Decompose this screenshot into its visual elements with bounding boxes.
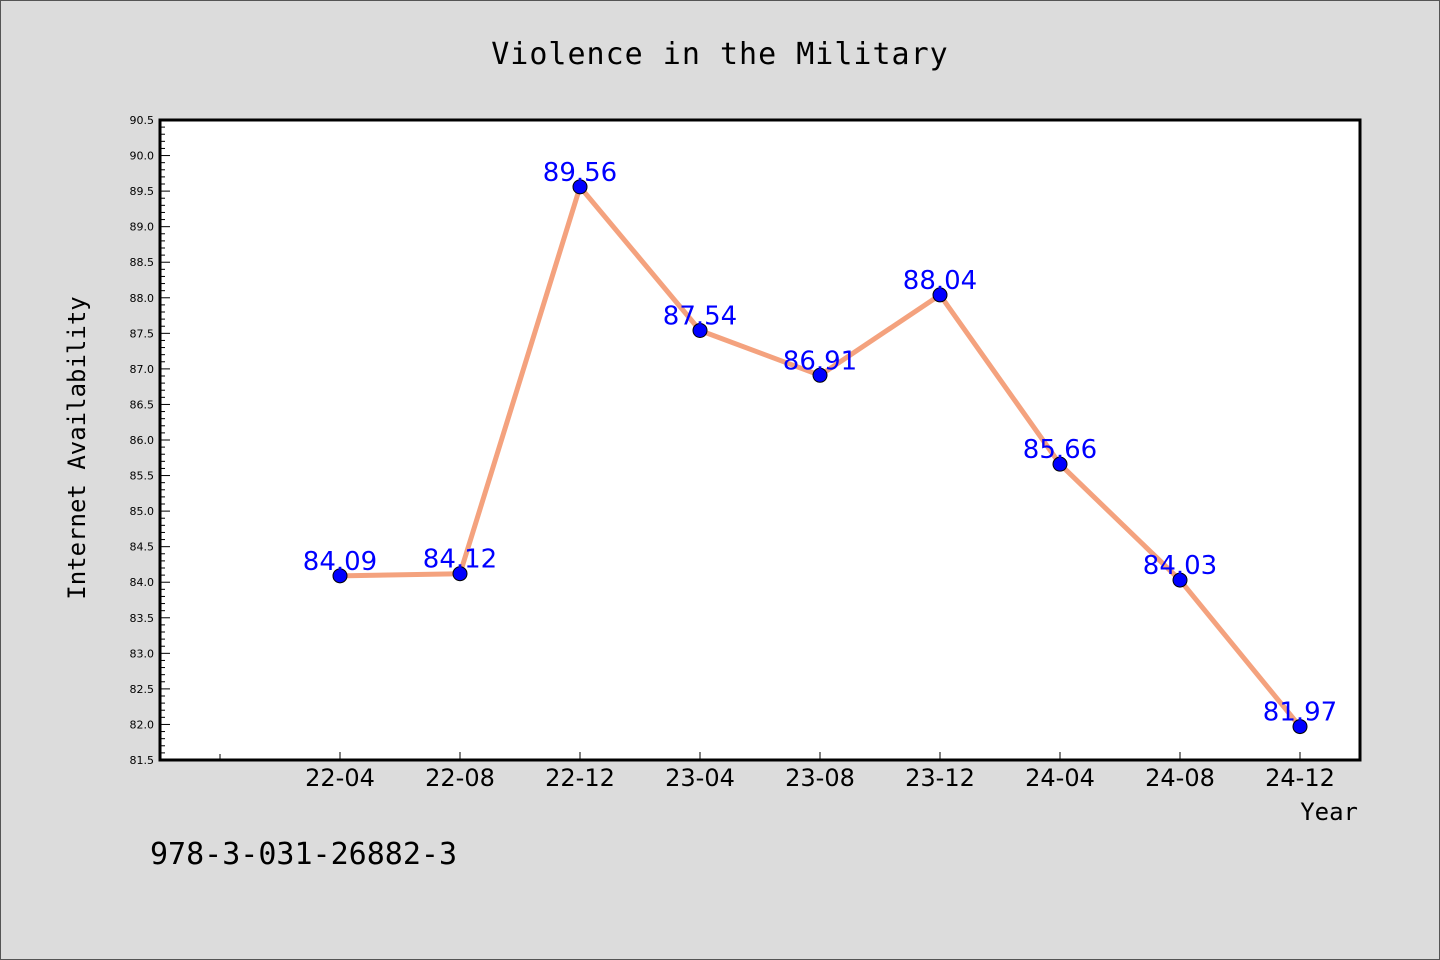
x-tick-label: 22-04 bbox=[305, 764, 375, 792]
data-point bbox=[332, 568, 348, 584]
y-tick-label: 85.0 bbox=[130, 505, 155, 518]
x-tick-label: 23-08 bbox=[785, 764, 855, 792]
data-label: 84.12 bbox=[423, 545, 497, 575]
y-axis: 81.5 82.0 82.5 83.0 83.5 84.0 84.5 85.0 85.5 86.0… bbox=[130, 114, 170, 767]
data-point bbox=[452, 566, 468, 582]
y-tick-label: 81.5 bbox=[130, 754, 155, 767]
x-tick-label: 22-12 bbox=[545, 764, 615, 792]
data-point bbox=[572, 179, 588, 195]
y-tick-label: 84.0 bbox=[130, 576, 155, 589]
data-point bbox=[1052, 456, 1068, 472]
y-tick-label: 88.0 bbox=[130, 292, 155, 305]
data-label: 89.56 bbox=[543, 158, 617, 188]
plot-area bbox=[158, 118, 1362, 762]
y-tick-label: 87.0 bbox=[130, 363, 155, 376]
x-tick-label: 24-08 bbox=[1145, 764, 1215, 792]
y-tick-label: 86.5 bbox=[130, 398, 155, 411]
y-tick-label: 90.5 bbox=[130, 114, 155, 127]
y-tick-label: 82.0 bbox=[130, 718, 155, 731]
x-tick-label: 23-04 bbox=[665, 764, 735, 792]
chart-title: Violence in the Military bbox=[491, 37, 948, 72]
data-point bbox=[812, 367, 828, 383]
y-tick-label: 83.0 bbox=[130, 647, 155, 660]
x-tick-label: 22-08 bbox=[425, 764, 495, 792]
data-label: 87.54 bbox=[663, 301, 737, 331]
x-tick-label: 24-12 bbox=[1265, 764, 1335, 792]
data-label: 84.03 bbox=[1143, 551, 1217, 581]
y-tick-label: 82.5 bbox=[130, 683, 155, 696]
y-tick-label: 86.0 bbox=[130, 434, 155, 447]
y-tick-label: 87.5 bbox=[130, 327, 155, 340]
series: 84.09 84.12 89.56 87.54 86.91 88.04 85.66 84.03… bbox=[303, 158, 1337, 735]
y-tick-label: 90.0 bbox=[130, 150, 155, 163]
x-axis-label: Year bbox=[1300, 798, 1358, 826]
x-axis: 22-04 22-08 22-12 23-04 23-08 23-12 24-04 24-08… bbox=[219, 752, 1335, 792]
data-point bbox=[692, 322, 708, 338]
y-axis-label: Internet Availability bbox=[63, 296, 91, 599]
data-point bbox=[932, 287, 948, 303]
y-tick-label: 89.5 bbox=[130, 185, 155, 198]
data-label: 84.09 bbox=[303, 547, 377, 577]
data-label: 88.04 bbox=[903, 266, 977, 296]
data-point bbox=[1172, 572, 1188, 588]
y-tick-label: 89.0 bbox=[130, 221, 155, 234]
data-label: 81.97 bbox=[1263, 698, 1337, 728]
y-tick-label: 88.5 bbox=[130, 256, 155, 269]
data-label: 85.66 bbox=[1023, 435, 1097, 465]
x-tick-label: 24-04 bbox=[1025, 764, 1095, 792]
isbn-footer: 978-3-031-26882-3 bbox=[150, 837, 457, 872]
x-tick-label: 23-12 bbox=[905, 764, 975, 792]
y-tick-label: 83.5 bbox=[130, 612, 155, 625]
y-tick-label: 84.5 bbox=[130, 541, 155, 554]
data-label: 86.91 bbox=[783, 346, 857, 376]
y-tick-label: 85.5 bbox=[130, 470, 155, 483]
data-point bbox=[1292, 719, 1308, 735]
